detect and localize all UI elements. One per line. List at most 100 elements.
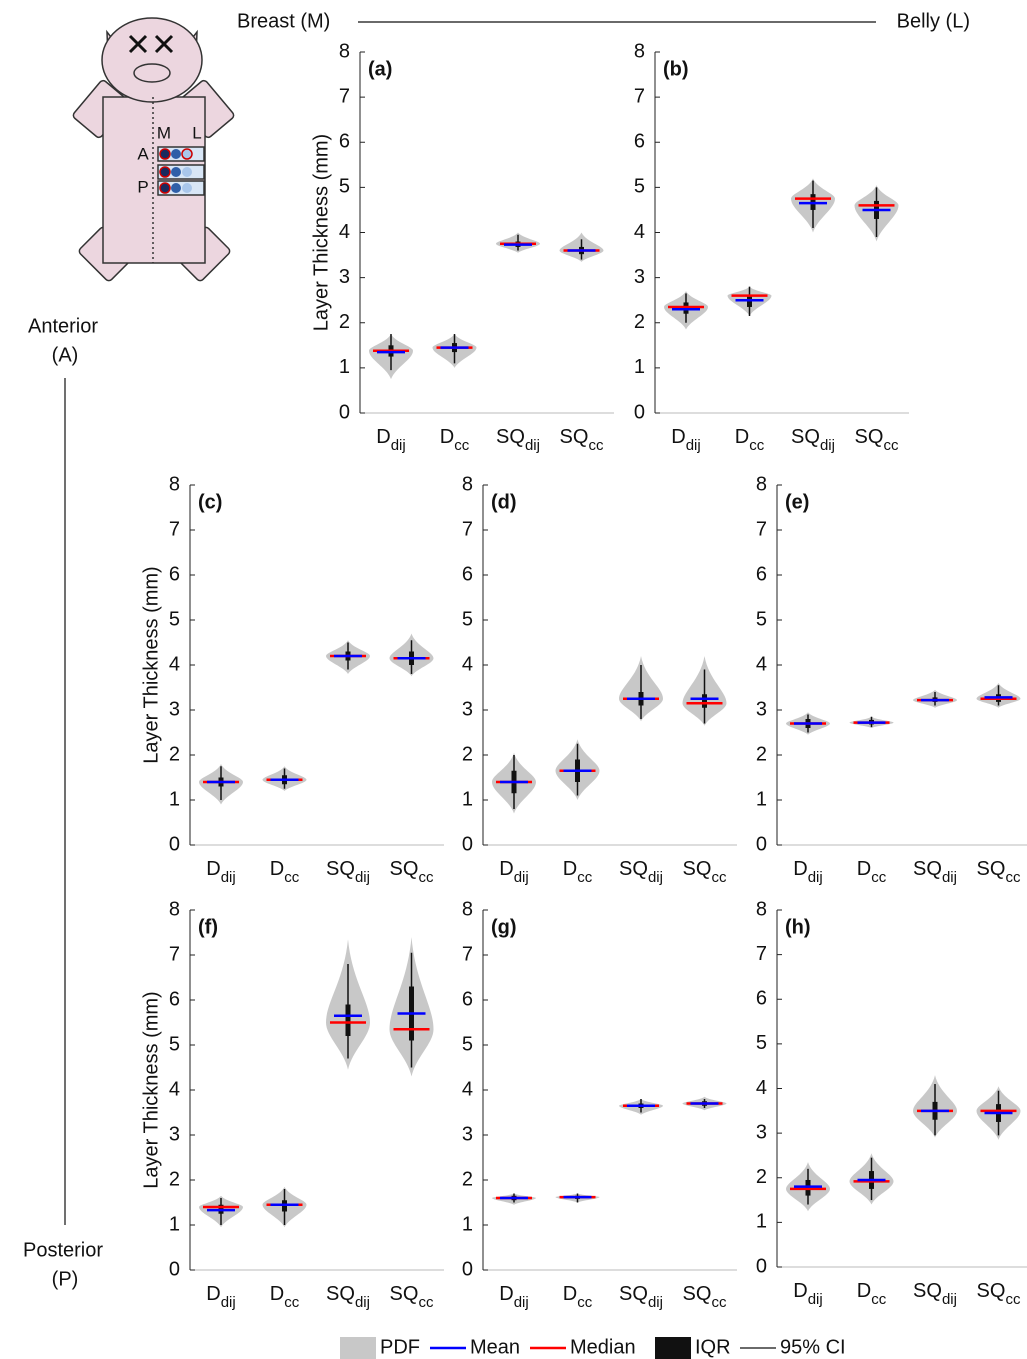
x-tick-label: Ddij	[206, 858, 235, 886]
category-name: D	[563, 858, 577, 880]
y-tick-label: 1	[756, 1211, 767, 1233]
category-name: D	[499, 858, 513, 880]
y-tick-label: 5	[169, 1033, 180, 1055]
y-tick-label: 6	[339, 131, 350, 153]
x-tick-label: SQdij	[913, 1280, 957, 1308]
y-tick-label: 5	[169, 608, 180, 630]
x-tick-label: SQcc	[977, 1280, 1021, 1308]
y-tick-label: 8	[634, 40, 645, 62]
y-tick-label: 6	[169, 563, 180, 585]
y-tick-label: 3	[462, 698, 473, 720]
y-tick-label: 0	[462, 1258, 473, 1280]
category-name: SQ	[619, 1283, 648, 1305]
category-name: D	[735, 426, 749, 448]
y-tick-label: 1	[169, 1213, 180, 1235]
y-tick-label: 7	[462, 518, 473, 540]
site	[160, 183, 170, 193]
category-subscript: dij	[686, 437, 701, 454]
y-tick-label: 8	[756, 473, 767, 495]
category-name: SQ	[855, 426, 884, 448]
site	[182, 167, 192, 177]
panel: 012345678(e)DdijDccSQdijSQcc	[756, 473, 1027, 886]
category-subscript: dij	[221, 1294, 236, 1311]
category-subscript: dij	[355, 869, 370, 886]
category-subscript: dij	[942, 869, 957, 886]
y-tick-label: 1	[339, 356, 350, 378]
category-subscript: cc	[1005, 869, 1021, 886]
y-tick-label: 4	[339, 221, 350, 243]
legend-label: Median	[570, 1336, 636, 1358]
x-tick-label: Ddij	[499, 858, 528, 886]
x-tick-label: Dcc	[440, 426, 470, 454]
y-tick-label: 0	[169, 1258, 180, 1280]
y-tick-label: 7	[756, 518, 767, 540]
category-name: D	[671, 426, 685, 448]
diagram-label: P	[137, 177, 148, 196]
y-tick-label: 0	[756, 833, 767, 855]
category-subscript: dij	[525, 437, 540, 454]
site	[171, 149, 181, 159]
y-tick-label: 8	[339, 40, 350, 62]
category-subscript: cc	[418, 1294, 434, 1311]
y-tick-label: 6	[169, 988, 180, 1010]
y-tick-label: 6	[756, 988, 767, 1010]
category-subscript: cc	[711, 1294, 727, 1311]
x-tick-label: Ddij	[499, 1283, 528, 1311]
y-tick-label: 4	[634, 221, 645, 243]
y-tick-label: 5	[462, 1033, 473, 1055]
y-axis-label: Layer Thickness (mm)	[140, 991, 162, 1188]
category-name: D	[206, 858, 220, 880]
category-subscript: dij	[391, 437, 406, 454]
y-tick-label: 0	[339, 401, 350, 423]
category-name: SQ	[913, 858, 942, 880]
y-axis-label: Layer Thickness (mm)	[310, 134, 332, 331]
x-tick-label: Ddij	[671, 426, 700, 454]
y-tick-label: 0	[756, 1255, 767, 1277]
y-tick-label: 2	[169, 743, 180, 765]
y-tick-label: 8	[169, 473, 180, 495]
category-subscript: cc	[883, 437, 899, 454]
category-name: D	[499, 1283, 513, 1305]
category-name: SQ	[683, 1283, 712, 1305]
x-tick-label: Dcc	[735, 426, 765, 454]
x-tick-label: SQdij	[619, 858, 663, 886]
panel-label: (f)	[198, 916, 218, 938]
page: { "figure": { "breast": "Breast (M)", "b…	[0, 0, 1027, 1359]
y-tick-label: 5	[756, 1032, 767, 1054]
iqr-box	[702, 694, 707, 708]
y-tick-label: 6	[634, 131, 645, 153]
posterior-label: Posterior	[23, 1239, 103, 1261]
y-tick-label: 5	[339, 176, 350, 198]
y-tick-label: 1	[462, 1213, 473, 1235]
x-tick-label: SQcc	[683, 858, 727, 886]
x-tick-label: SQcc	[560, 426, 604, 454]
panel-label: (g)	[491, 916, 517, 938]
site	[171, 183, 181, 193]
x-tick-label: Ddij	[793, 858, 822, 886]
anterior-label: Anterior	[28, 315, 98, 337]
category-subscript: cc	[284, 1294, 300, 1311]
x-tick-label: SQdij	[619, 1283, 663, 1311]
y-tick-label: 3	[169, 1123, 180, 1145]
x-tick-label: SQdij	[791, 426, 835, 454]
x-tick-label: SQdij	[913, 858, 957, 886]
category-subscript: cc	[577, 1294, 593, 1311]
y-tick-label: 2	[462, 1168, 473, 1190]
category-subscript: cc	[454, 437, 470, 454]
diagram-label: L	[192, 123, 201, 142]
x-tick-label: SQcc	[683, 1283, 727, 1311]
y-tick-label: 7	[462, 943, 473, 965]
y-tick-label: 7	[339, 85, 350, 107]
y-tick-label: 4	[462, 1078, 473, 1100]
category-subscript: cc	[1005, 1291, 1021, 1308]
legend-label: PDF	[380, 1336, 420, 1358]
y-tick-label: 7	[169, 518, 180, 540]
y-tick-label: 3	[756, 698, 767, 720]
category-subscript: dij	[514, 1294, 529, 1311]
category-subscript: cc	[588, 437, 604, 454]
x-tick-label: SQdij	[326, 858, 370, 886]
y-tick-label: 0	[169, 833, 180, 855]
